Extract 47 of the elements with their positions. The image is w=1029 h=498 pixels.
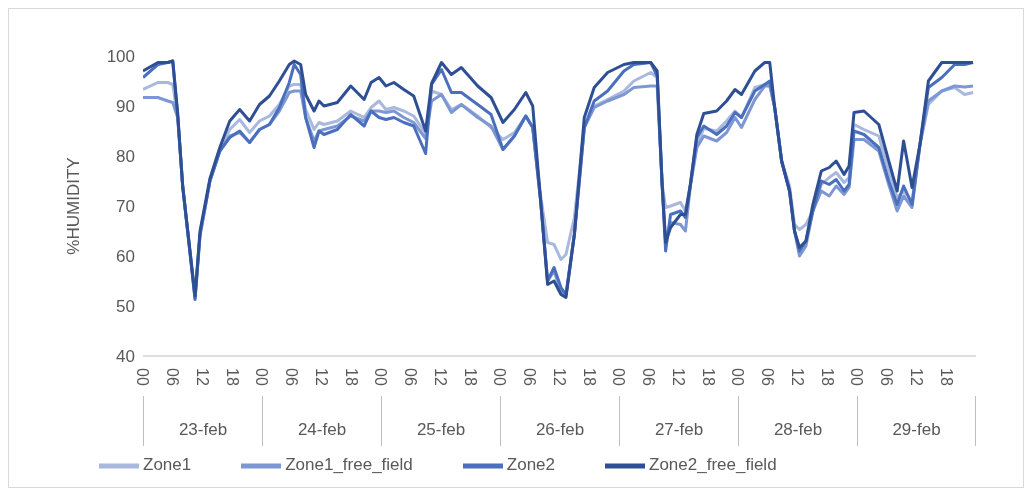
x-tick-label: 12 bbox=[193, 368, 211, 386]
x-tick-label: 00 bbox=[134, 368, 152, 386]
legend-label: Zone1_free_field bbox=[285, 455, 413, 475]
text: 26-feb bbox=[535, 420, 585, 440]
y-tick-label: 40 bbox=[116, 347, 135, 367]
x-tick-label: 06 bbox=[164, 368, 182, 386]
x-tick-label: 18 bbox=[699, 368, 717, 386]
x-tick-label: 12 bbox=[550, 368, 568, 386]
text: 23-feb bbox=[178, 420, 228, 440]
x-tick-label: 00 bbox=[491, 368, 509, 386]
x-tick-label: 12 bbox=[788, 368, 806, 386]
legend-label: Zone1 bbox=[143, 455, 192, 475]
y-tick-label: 100 bbox=[106, 47, 135, 67]
x-tick-label: 18 bbox=[223, 368, 241, 386]
x-tick-label: 18 bbox=[818, 368, 836, 386]
y-tick-label: 80 bbox=[116, 147, 135, 167]
x-tick-label: 18 bbox=[937, 368, 955, 386]
text: 25-feb bbox=[416, 420, 466, 440]
legend-label: Zone2_free_field bbox=[649, 455, 777, 475]
y-tick-label: 50 bbox=[116, 297, 135, 317]
x-tick-label: 06 bbox=[640, 368, 658, 386]
x-tick-label: 00 bbox=[729, 368, 747, 386]
x-tick-label: 06 bbox=[521, 368, 539, 386]
text: 29-feb bbox=[892, 420, 941, 440]
y-tick-label: 60 bbox=[116, 247, 135, 267]
legend-label: Zone2 bbox=[506, 455, 555, 475]
y-axis-title: %HUMIDITY bbox=[64, 157, 84, 255]
x-tick-label: 00 bbox=[610, 368, 628, 386]
text: 28-feb bbox=[773, 420, 823, 440]
x-tick-label: 00 bbox=[372, 368, 390, 386]
x-tick-label: 12 bbox=[431, 368, 449, 386]
x-tick-label: 00 bbox=[848, 368, 866, 386]
x-tick-label: 06 bbox=[402, 368, 420, 386]
x-tick-label: 12 bbox=[669, 368, 687, 386]
x-tick-label: 12 bbox=[312, 368, 330, 386]
x-tick-label: 18 bbox=[461, 368, 479, 386]
y-tick-label: 90 bbox=[116, 97, 135, 117]
y-tick-label: 70 bbox=[116, 197, 135, 217]
x-tick-label: 06 bbox=[878, 368, 896, 386]
x-tick-label: 12 bbox=[907, 368, 925, 386]
x-tick-label: 18 bbox=[580, 368, 598, 386]
x-tick-label: 06 bbox=[759, 368, 777, 386]
x-tick-label: 18 bbox=[342, 368, 360, 386]
x-tick-label: 00 bbox=[253, 368, 271, 386]
text: 27-feb bbox=[654, 420, 704, 440]
x-tick-label: 06 bbox=[283, 368, 301, 386]
text: 24-feb bbox=[297, 420, 347, 440]
